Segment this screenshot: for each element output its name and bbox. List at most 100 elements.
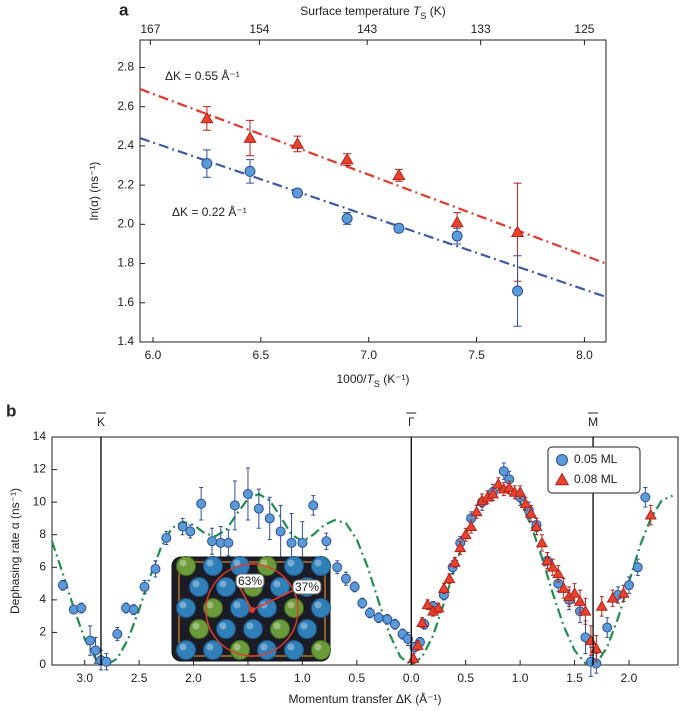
panel-letter: a bbox=[119, 0, 129, 19]
y-tick-label: 0 bbox=[39, 657, 46, 671]
marker bbox=[407, 652, 420, 663]
x2-axis-label: Surface temperature TS (K) bbox=[300, 4, 445, 21]
atom-highlight bbox=[287, 601, 295, 609]
marker bbox=[541, 554, 554, 566]
marker bbox=[465, 520, 478, 531]
x-axis-label: 1000/TS (K⁻¹) bbox=[336, 372, 409, 389]
x-tick-label: 2.0 bbox=[621, 671, 638, 685]
y-tick-label: 2.2 bbox=[117, 177, 134, 191]
marker bbox=[341, 212, 353, 224]
center-atom bbox=[249, 607, 255, 613]
y-tick-label: 2.4 bbox=[117, 138, 134, 152]
x2-tick-label: 143 bbox=[357, 22, 377, 36]
marker bbox=[101, 656, 112, 667]
marker bbox=[535, 536, 548, 548]
plot-frame bbox=[51, 436, 679, 666]
inset: 63% 37% bbox=[171, 556, 331, 662]
x2-axis-label-part: Surface temperature bbox=[300, 4, 413, 18]
marker bbox=[128, 604, 139, 615]
atom-highlight bbox=[287, 559, 295, 567]
atom bbox=[284, 556, 304, 576]
x-tick-label: 2.0 bbox=[185, 671, 202, 685]
inset-label-bg bbox=[235, 573, 265, 589]
marker bbox=[332, 562, 343, 573]
marker bbox=[389, 619, 400, 630]
atom bbox=[176, 556, 196, 576]
x2-tick-label: 133 bbox=[471, 22, 491, 36]
atom bbox=[284, 640, 304, 660]
fit-line bbox=[139, 87, 607, 265]
marker bbox=[432, 601, 445, 613]
y-tick-label: 2.0 bbox=[117, 217, 134, 231]
marker bbox=[510, 225, 525, 237]
marker bbox=[519, 497, 532, 509]
atom bbox=[216, 619, 236, 639]
atom bbox=[216, 577, 236, 597]
atom bbox=[230, 640, 250, 660]
y-tick-label: 2 bbox=[39, 625, 46, 639]
x-tick-label: 0.5 bbox=[348, 671, 365, 685]
marker bbox=[357, 598, 368, 609]
symmetry-label: K bbox=[97, 415, 105, 429]
atom-highlight bbox=[314, 643, 322, 651]
marker bbox=[373, 612, 384, 623]
panel-letter: b bbox=[6, 401, 16, 420]
marker bbox=[606, 592, 619, 603]
marker bbox=[530, 520, 543, 531]
atom bbox=[311, 640, 331, 660]
marker bbox=[602, 622, 613, 633]
atom-highlight bbox=[233, 559, 241, 567]
x2-tick-label: 167 bbox=[140, 22, 160, 36]
marker bbox=[340, 573, 351, 584]
marker bbox=[403, 633, 414, 644]
marker bbox=[514, 486, 527, 497]
marker bbox=[223, 537, 234, 548]
marker bbox=[321, 536, 332, 547]
atom bbox=[297, 619, 317, 639]
marker bbox=[264, 513, 275, 524]
y-tick-label: 1.8 bbox=[117, 256, 134, 270]
atom-highlight bbox=[206, 559, 214, 567]
marker bbox=[196, 498, 207, 509]
atom-highlight bbox=[314, 559, 322, 567]
ring bbox=[205, 563, 299, 657]
marker bbox=[421, 598, 434, 610]
marker bbox=[459, 528, 472, 540]
marker bbox=[349, 581, 360, 592]
atom-highlight bbox=[273, 580, 281, 588]
marker bbox=[617, 587, 630, 598]
marker bbox=[200, 111, 214, 124]
marker bbox=[57, 580, 68, 591]
marker bbox=[411, 639, 424, 650]
marker bbox=[454, 541, 467, 553]
marker bbox=[340, 152, 354, 165]
atom-highlight bbox=[219, 622, 227, 630]
marker bbox=[201, 158, 213, 170]
atom bbox=[176, 640, 196, 660]
atom-highlight bbox=[314, 601, 322, 609]
inset-label: 63% bbox=[238, 574, 262, 588]
marker bbox=[450, 215, 464, 228]
x2-tick-label: 154 bbox=[249, 22, 269, 36]
marker bbox=[243, 131, 257, 143]
atom-highlight bbox=[219, 580, 227, 588]
legend-label: 0.08 ML bbox=[574, 472, 618, 486]
marker bbox=[498, 466, 509, 477]
marker bbox=[503, 481, 516, 492]
fit-line bbox=[50, 487, 674, 667]
atom-highlight bbox=[206, 643, 214, 651]
arrow bbox=[251, 589, 295, 611]
atom bbox=[311, 556, 331, 576]
fit-line bbox=[139, 137, 607, 298]
series-annotation: ΔK = 0.55 Å⁻¹ bbox=[165, 68, 240, 83]
atom-highlight bbox=[233, 643, 241, 651]
y-tick-label: 12 bbox=[33, 462, 47, 476]
marker bbox=[286, 537, 297, 548]
marker bbox=[308, 500, 319, 511]
marker bbox=[291, 187, 303, 199]
x2-axis-label-part: T bbox=[413, 4, 422, 18]
marker bbox=[275, 526, 286, 537]
x-tick-label: 1.5 bbox=[566, 671, 583, 685]
x-axis-label: Momentum transfer ΔK (Å⁻¹) bbox=[288, 691, 441, 706]
marker bbox=[595, 600, 608, 611]
